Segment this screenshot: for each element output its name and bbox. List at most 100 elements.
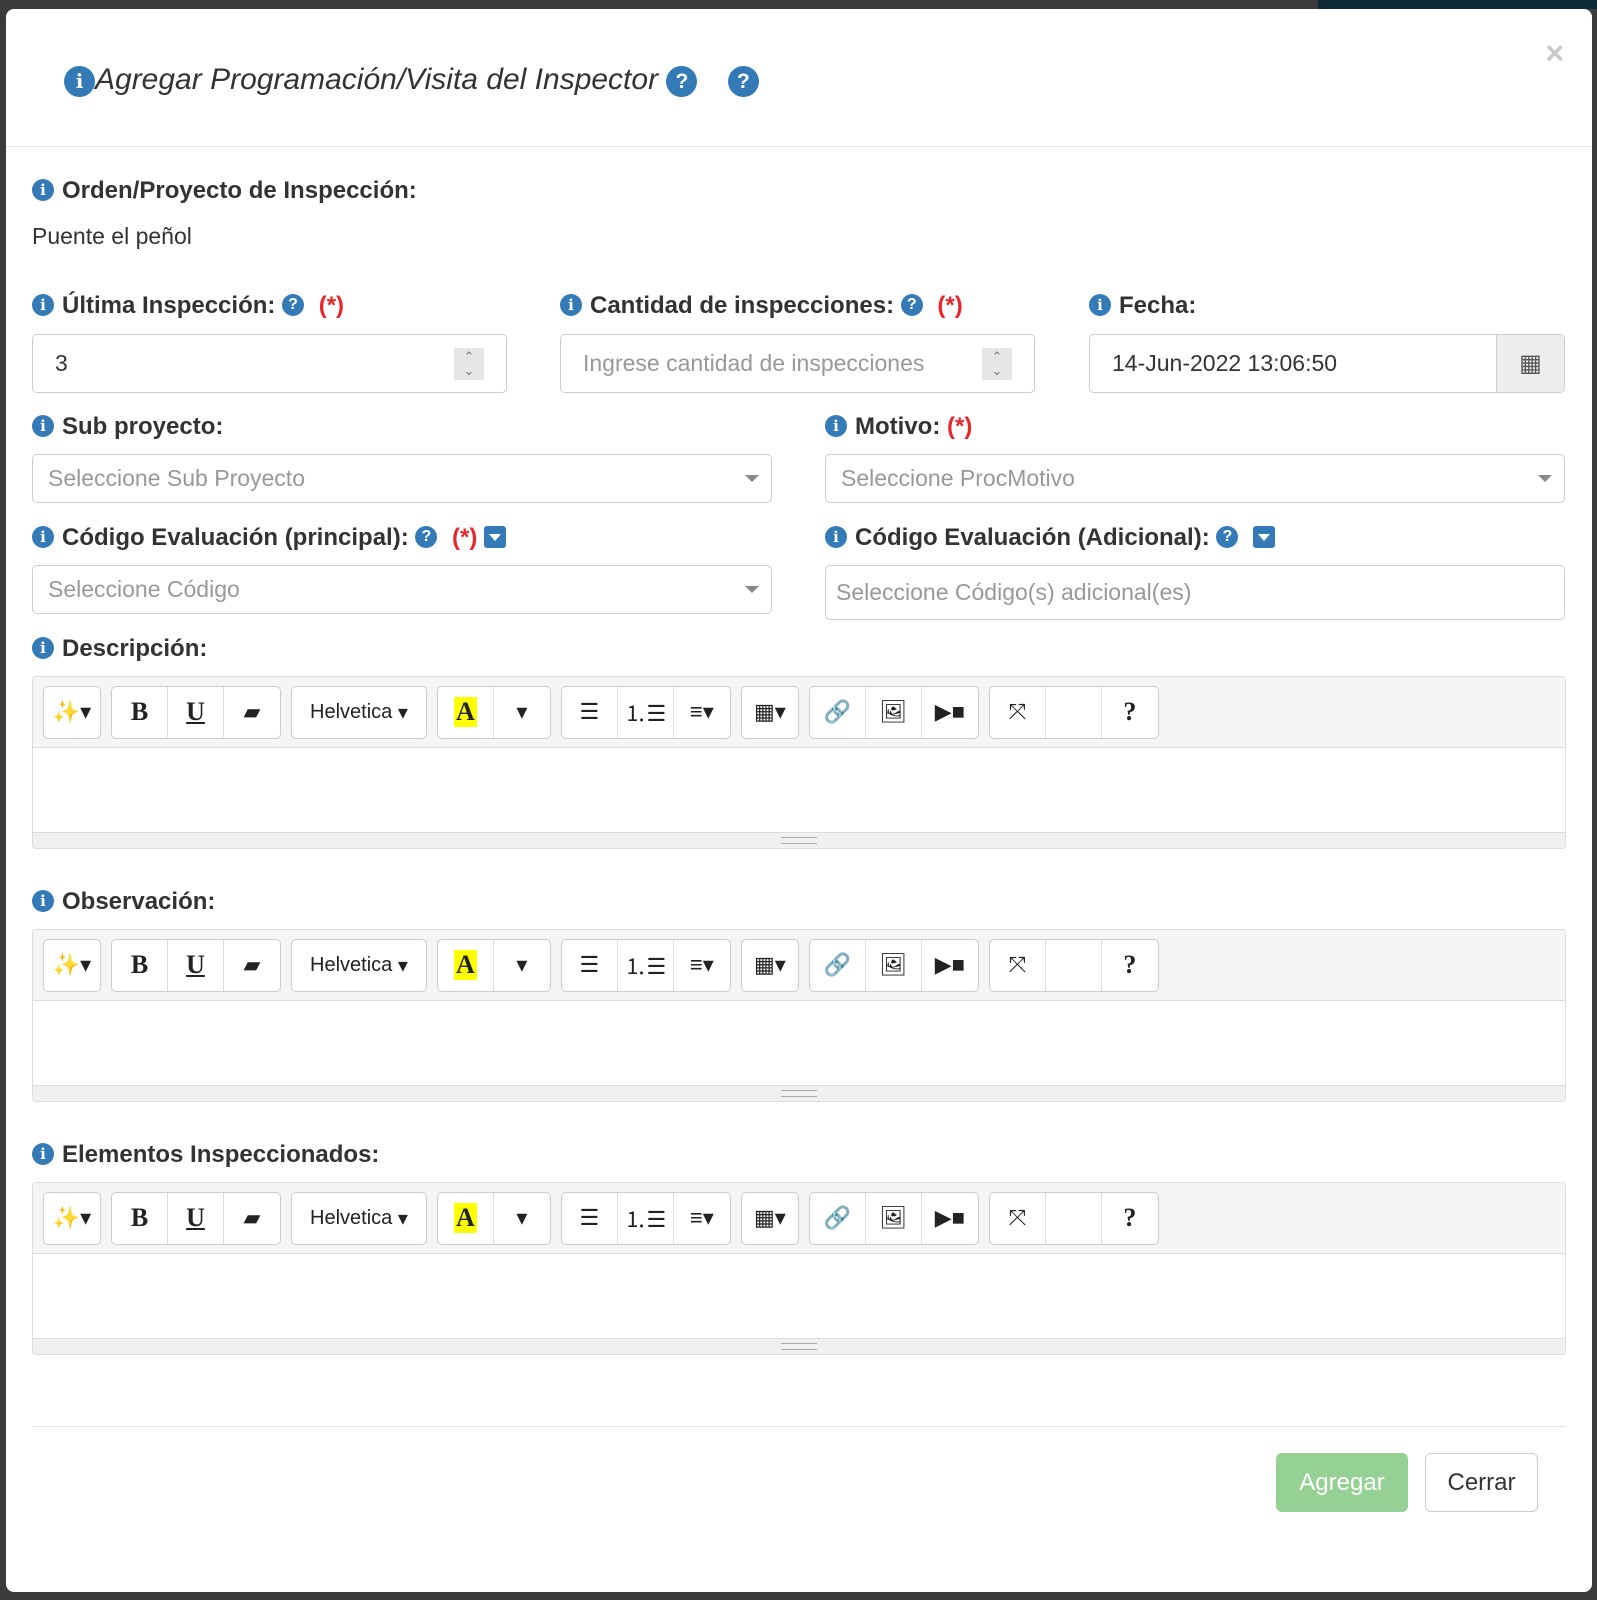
agregar-button[interactable]: Agregar [1276, 1453, 1408, 1512]
spinner-icon[interactable]: ⌃ ⌄ [454, 348, 484, 380]
toolbar-group: ✨▾ [43, 685, 101, 739]
font-family-dropdown[interactable]: Helvetica ▾ [310, 953, 408, 977]
toolbar-group: 🔗 🖼 ▶■ [808, 938, 979, 992]
help-icon[interactable]: ? [282, 293, 305, 316]
info-icon: i [1089, 293, 1111, 316]
video-icon[interactable]: ▶■ [934, 699, 965, 724]
unordered-list-icon[interactable]: ☰ [562, 1192, 618, 1244]
codigo-adicional-input[interactable]: Seleccione Código(s) adicional(es) [825, 565, 1565, 620]
editor-content[interactable] [33, 748, 1565, 832]
link-icon[interactable]: 🔗 [810, 686, 866, 738]
editor-content[interactable] [33, 1254, 1565, 1338]
orden-label: i Orden/Proyecto de Inspección: [32, 177, 417, 205]
magic-wand-icon[interactable]: ✨▾ [52, 952, 92, 977]
info-icon: i [32, 889, 54, 912]
toolbar-group: A ▾ [436, 938, 551, 992]
footer-divider [32, 1426, 1566, 1427]
help-icon[interactable]: ? [1123, 950, 1137, 979]
resize-handle[interactable] [33, 1338, 1565, 1354]
info-icon: i [32, 636, 54, 659]
table-icon[interactable]: ▦▾ [753, 1205, 786, 1230]
color-dropdown-icon[interactable]: ▾ [516, 952, 528, 977]
toolbar-group: ▦▾ [740, 1191, 799, 1245]
help-icon[interactable]: ? [727, 65, 759, 97]
bold-icon[interactable]: B [112, 686, 168, 738]
fullscreen-icon[interactable]: ⤧ [990, 939, 1046, 991]
ordered-list-icon[interactable]: ⒈☰ [618, 686, 674, 738]
bold-icon[interactable]: B [112, 939, 168, 991]
codigo-principal-label: i Código Evaluación (principal): ? (*) [32, 524, 507, 552]
magic-wand-icon[interactable]: ✨▾ [52, 1205, 92, 1230]
underline-icon[interactable]: U [168, 686, 224, 738]
ordered-list-icon[interactable]: ⒈☰ [618, 939, 674, 991]
link-icon[interactable]: 🔗 [810, 1192, 866, 1244]
align-icon[interactable]: ≡▾ [689, 1205, 714, 1230]
image-icon[interactable]: 🖼 [866, 939, 922, 991]
unordered-list-icon[interactable]: ☰ [562, 686, 618, 738]
underline-icon[interactable]: U [168, 939, 224, 991]
eraser-icon[interactable]: ▰ [243, 952, 261, 977]
editor-content[interactable] [33, 1001, 1565, 1085]
editor-label: i Observación: [32, 888, 215, 916]
text-color-icon[interactable]: A [438, 686, 494, 738]
color-dropdown-icon[interactable]: ▾ [516, 1205, 528, 1230]
link-icon[interactable]: 🔗 [810, 939, 866, 991]
underline-icon[interactable]: U [168, 1192, 224, 1244]
modal-dialog: i Agregar Programación/Visita del Inspect… [6, 9, 1592, 1592]
align-icon[interactable]: ≡▾ [689, 952, 714, 977]
unordered-list-icon[interactable]: ☰ [562, 939, 618, 991]
close-button[interactable]: × [1545, 35, 1564, 71]
ordered-list-icon[interactable]: ⒈☰ [618, 1192, 674, 1244]
font-family-dropdown[interactable]: Helvetica ▾ [310, 1206, 408, 1230]
fecha-input[interactable]: 14-Jun-2022 13:06:50 ▦ [1089, 334, 1565, 393]
dropdown-toggle-icon[interactable] [1253, 525, 1276, 548]
image-icon[interactable]: 🖼 [866, 686, 922, 738]
align-icon[interactable]: ≡▾ [689, 699, 714, 724]
background-strip [1318, 0, 1597, 9]
cantidad-input[interactable]: Ingrese cantidad de inspecciones ⌃ ⌄ [560, 334, 1035, 393]
code-view-icon[interactable] [1046, 686, 1102, 738]
code-view-icon[interactable] [1046, 939, 1102, 991]
text-color-icon[interactable]: A [438, 939, 494, 991]
editor-toolbar: ✨▾ B U ▰ Helvetica ▾ A ▾ ☰ ⒈☰ ≡▾ ▦▾ 🔗 🖼 ▶■ ⤧? [33, 677, 1565, 748]
help-icon[interactable]: ? [1216, 525, 1239, 548]
help-icon[interactable]: ? [1123, 1203, 1137, 1232]
bold-icon[interactable]: B [112, 1192, 168, 1244]
font-family-dropdown[interactable]: Helvetica ▾ [310, 700, 408, 724]
video-icon[interactable]: ▶■ [934, 1205, 965, 1230]
toolbar-group: A ▾ [436, 685, 551, 739]
fullscreen-icon[interactable]: ⤧ [990, 686, 1046, 738]
help-icon[interactable]: ? [666, 65, 698, 97]
color-dropdown-icon[interactable]: ▾ [516, 699, 528, 724]
info-icon: i [825, 414, 847, 437]
editor-label: i Elementos Inspeccionados: [32, 1141, 379, 1169]
codigo-principal-select[interactable]: Seleccione Código [32, 565, 772, 614]
info-icon: i [32, 414, 54, 437]
resize-handle[interactable] [33, 1085, 1565, 1101]
code-view-icon[interactable] [1046, 1192, 1102, 1244]
codigo-adicional-label: i Código Evaluación (Adicional): ? [825, 524, 1276, 552]
table-icon[interactable]: ▦▾ [753, 952, 786, 977]
subproyecto-select[interactable]: Seleccione Sub Proyecto [32, 454, 772, 503]
cerrar-button[interactable]: Cerrar [1425, 1453, 1538, 1512]
ultima-inspeccion-input[interactable]: 3 ⌃ ⌄ [32, 334, 507, 393]
eraser-icon[interactable]: ▰ [243, 1205, 261, 1230]
video-icon[interactable]: ▶■ [934, 952, 965, 977]
toolbar-group: A ▾ [436, 1191, 551, 1245]
magic-wand-icon[interactable]: ✨▾ [52, 699, 92, 724]
image-icon[interactable]: 🖼 [866, 1192, 922, 1244]
help-icon[interactable]: ? [1123, 697, 1137, 726]
motivo-select[interactable]: Seleccione ProcMotivo [825, 454, 1565, 503]
text-color-icon[interactable]: A [438, 1192, 494, 1244]
help-icon[interactable]: ? [900, 293, 923, 316]
info-icon: i [32, 178, 54, 201]
help-icon[interactable]: ? [415, 525, 438, 548]
dropdown-toggle-icon[interactable] [484, 525, 507, 548]
spinner-icon[interactable]: ⌃ ⌄ [982, 348, 1012, 380]
calendar-icon[interactable]: ▦ [1496, 335, 1564, 392]
eraser-icon[interactable]: ▰ [243, 699, 261, 724]
resize-handle[interactable] [33, 832, 1565, 848]
fullscreen-icon[interactable]: ⤧ [990, 1192, 1046, 1244]
info-icon: i [825, 525, 847, 548]
table-icon[interactable]: ▦▾ [753, 699, 786, 724]
